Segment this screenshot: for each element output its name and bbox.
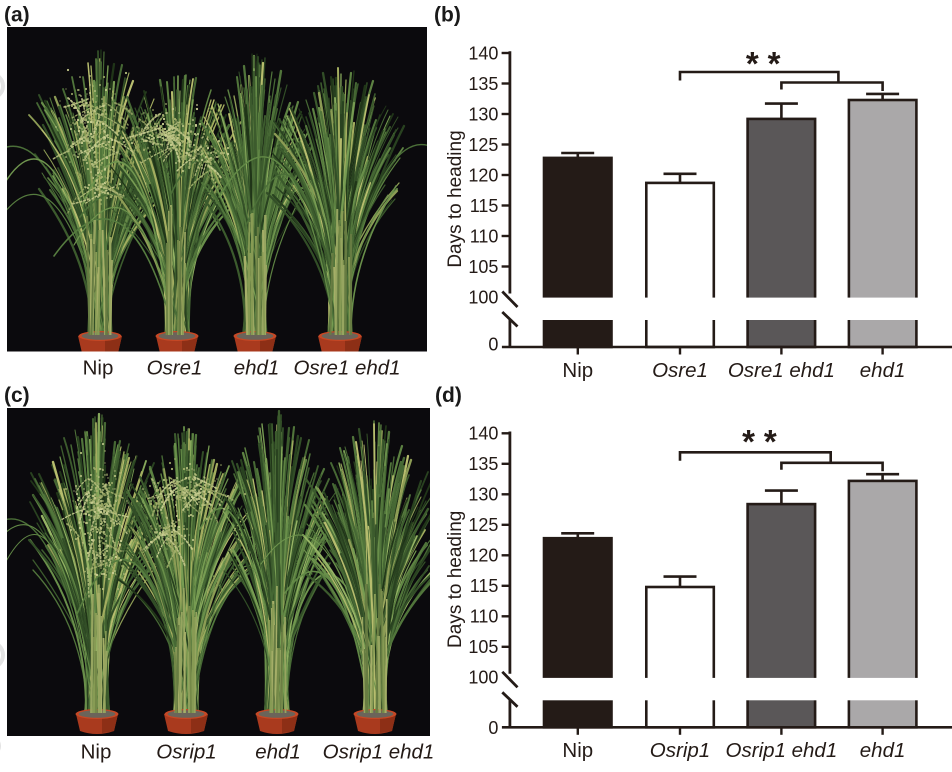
svg-text:130: 130	[468, 485, 498, 505]
svg-text:Osrip1: Osrip1	[156, 741, 216, 764]
svg-text:Osre1 ehd1: Osre1 ehd1	[728, 359, 835, 382]
svg-text:110: 110	[470, 226, 499, 246]
svg-text:105: 105	[468, 637, 498, 657]
svg-text:Nip: Nip	[562, 359, 593, 382]
svg-text:Days to heading: Days to heading	[445, 130, 466, 267]
svg-text:0: 0	[488, 718, 498, 738]
svg-text:130: 130	[468, 104, 498, 124]
svg-text:*: *	[746, 45, 759, 82]
svg-text:100: 100	[468, 287, 498, 307]
svg-text:Osre1: Osre1	[147, 357, 203, 380]
svg-text:100: 100	[468, 668, 498, 688]
svg-text:Nip: Nip	[562, 739, 593, 762]
svg-text:125: 125	[468, 515, 498, 535]
svg-text:110: 110	[470, 607, 499, 627]
svg-text:*: *	[768, 45, 781, 82]
svg-text:135: 135	[468, 74, 498, 94]
svg-text:120: 120	[468, 546, 498, 566]
svg-text:Osre1 ehd1: Osre1 ehd1	[293, 357, 400, 380]
svg-text:120: 120	[468, 165, 498, 185]
svg-text:Days to heading: Days to heading	[445, 511, 466, 648]
svg-text:*: *	[764, 423, 777, 460]
svg-text:115: 115	[470, 196, 499, 216]
svg-text:140: 140	[468, 424, 498, 444]
svg-text:ehd1: ehd1	[234, 357, 280, 380]
svg-text:(a): (a)	[4, 3, 30, 26]
svg-text:(d): (d)	[435, 384, 462, 407]
svg-text:Osre1: Osre1	[652, 359, 708, 382]
svg-text:ehd1: ehd1	[860, 359, 906, 382]
svg-text:(b): (b)	[434, 3, 461, 26]
svg-text:135: 135	[468, 454, 498, 474]
svg-text:0: 0	[488, 334, 498, 354]
svg-text:140: 140	[468, 43, 498, 63]
svg-text:Osrip1 ehd1: Osrip1 ehd1	[323, 741, 435, 764]
svg-text:Osrip1 ehd1: Osrip1 ehd1	[726, 739, 838, 762]
svg-text:125: 125	[468, 135, 498, 155]
svg-text:(c): (c)	[4, 384, 30, 407]
svg-text:ehd1: ehd1	[860, 739, 906, 762]
svg-text:115: 115	[470, 576, 499, 596]
svg-text:*: *	[742, 423, 755, 460]
svg-text:Osrip1: Osrip1	[650, 739, 710, 762]
svg-text:105: 105	[468, 257, 498, 277]
svg-text:Nip: Nip	[81, 741, 112, 764]
svg-text:Nip: Nip	[83, 357, 114, 380]
svg-text:ehd1: ehd1	[255, 741, 301, 764]
